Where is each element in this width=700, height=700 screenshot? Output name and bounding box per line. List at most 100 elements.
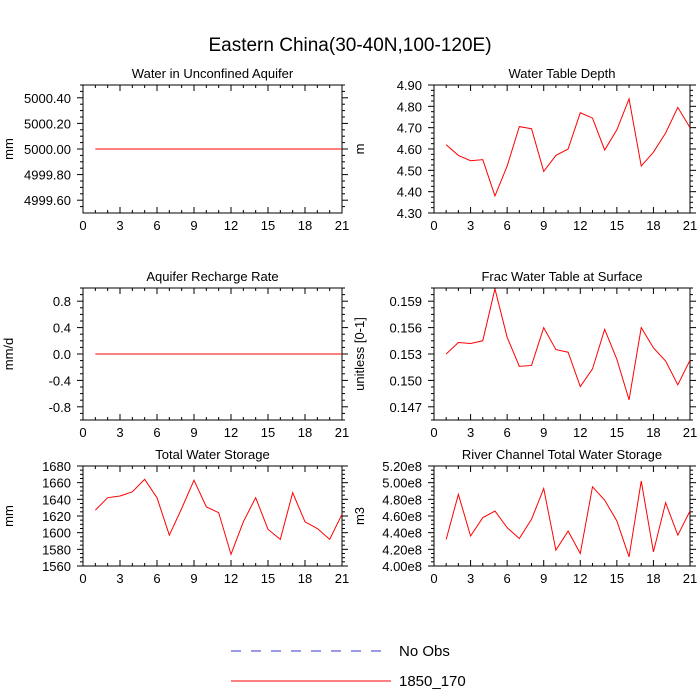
aquifer-water-ytick-label: 5000.00 — [24, 142, 71, 157]
aquifer-water-title: Water in Unconfined Aquifer — [132, 66, 294, 81]
river-channel-storage-series-1850-170 — [445, 480, 691, 557]
recharge-rate-ytick-label: -0.8 — [49, 400, 71, 415]
water-table-depth-xtick-label: 0 — [430, 218, 437, 233]
total-water-storage-xtick-label: 12 — [224, 571, 238, 586]
water-table-depth-series-1850-170 — [445, 97, 691, 198]
recharge-rate-ytick-label: 0.8 — [53, 294, 71, 309]
water-table-depth-ytick-label: 4.40 — [397, 185, 422, 200]
total-water-storage-xtick-label: 15 — [261, 571, 275, 586]
aquifer-water-ylabel: mm — [1, 138, 16, 160]
river-channel-storage-xtick-label: 18 — [646, 571, 660, 586]
total-water-storage-series-1850-170 — [94, 478, 343, 556]
water-table-depth-xtick-label: 12 — [573, 218, 587, 233]
frac-water-table-xtick-label: 18 — [646, 425, 660, 440]
total-water-storage-xtick-label: 3 — [116, 571, 123, 586]
panels: Water in Unconfined Aquifer mm 0 3 6 9 12 15 18 2… — [1, 66, 697, 586]
water-table-depth-ylabel: m — [352, 144, 367, 155]
aquifer-water-xtick-label: 3 — [116, 218, 123, 233]
river-channel-storage-xtick-label: 21 — [683, 571, 697, 586]
panel-aquifer-water: Water in Unconfined Aquifer mm 0 3 6 9 12 15 18 2… — [1, 66, 349, 233]
river-channel-storage-ytick-label: 4.20e8 — [382, 542, 422, 557]
recharge-rate-ytick-label: 0.4 — [53, 321, 71, 336]
legend-1850-170-label: 1850_170 — [399, 673, 466, 690]
figure-title: Eastern China(30-40N,100-120E) — [208, 35, 491, 56]
river-channel-storage-xtick-label: 15 — [610, 571, 624, 586]
recharge-rate-xtick-label: 6 — [153, 425, 160, 440]
frac-water-table-xtick-label: 6 — [504, 425, 511, 440]
recharge-rate-xtick-label: 9 — [190, 425, 197, 440]
aquifer-water-xtick-label: 9 — [190, 218, 197, 233]
water-table-depth-title: Water Table Depth — [509, 66, 616, 81]
water-table-depth-xtick-label: 3 — [467, 218, 474, 233]
water-table-depth-ytick-label: 4.50 — [397, 163, 422, 178]
total-water-storage-xtick-label: 6 — [153, 571, 160, 586]
aquifer-water-ytick-label: 5000.40 — [24, 91, 71, 106]
aquifer-water-xtick-label: 12 — [224, 218, 238, 233]
water-table-depth-xtick-label: 18 — [646, 218, 660, 233]
frac-water-table-xtick-label: 12 — [573, 425, 587, 440]
panel-frac-water-table: Frac Water Table at Surface unitless [0-1… — [352, 269, 697, 440]
frac-water-table-xtick-label: 15 — [610, 425, 624, 440]
river-channel-storage-ytick-label: 4.40e8 — [382, 526, 422, 541]
water-table-depth-ytick-label: 4.60 — [397, 142, 422, 157]
frac-water-table-ytick-label: 0.153 — [389, 347, 422, 362]
frac-water-table-frame — [433, 287, 691, 421]
water-table-depth-ytick-label: 4.30 — [397, 206, 422, 221]
water-table-depth-xtick-label: 9 — [540, 218, 547, 233]
aquifer-water-xtick-label: 0 — [79, 218, 86, 233]
river-channel-storage-ytick-label: 4.80e8 — [382, 492, 422, 507]
river-channel-storage-ytick-label: 5.20e8 — [382, 459, 422, 474]
total-water-storage-ytick-label: 1620 — [42, 509, 71, 524]
total-water-storage-xtick-label: 0 — [79, 571, 86, 586]
recharge-rate-xtick-label: 0 — [79, 425, 86, 440]
total-water-storage-ytick-label: 1600 — [42, 526, 71, 541]
water-table-depth-ytick-label: 4.90 — [397, 78, 422, 93]
recharge-rate-ytick-label: 0.0 — [53, 347, 71, 362]
river-channel-storage-xtick-label: 0 — [430, 571, 437, 586]
recharge-rate-xtick-label: 21 — [335, 425, 349, 440]
recharge-rate-ytick-label: -0.4 — [49, 373, 71, 388]
total-water-storage-ytick-label: 1640 — [42, 492, 71, 507]
frac-water-table-xtick-label: 0 — [430, 425, 437, 440]
water-table-depth-frame — [433, 84, 691, 214]
total-water-storage-ytick-label: 1580 — [42, 542, 71, 557]
recharge-rate-xtick-label: 18 — [298, 425, 312, 440]
frac-water-table-title: Frac Water Table at Surface — [481, 269, 642, 284]
aquifer-water-xtick-label: 18 — [298, 218, 312, 233]
river-channel-storage-xtick-label: 6 — [504, 571, 511, 586]
total-water-storage-frame — [82, 465, 343, 567]
frac-water-table-xtick-label: 21 — [683, 425, 697, 440]
legend-no-obs-label: No Obs — [399, 643, 450, 660]
total-water-storage-ytick-label: 1660 — [42, 476, 71, 491]
river-channel-storage-title: River Channel Total Water Storage — [462, 447, 662, 462]
total-water-storage-title: Total Water Storage — [155, 447, 269, 462]
river-channel-storage-ytick-label: 5.00e8 — [382, 476, 422, 491]
river-channel-storage-xtick-label: 9 — [540, 571, 547, 586]
water-table-depth-ytick-label: 4.80 — [397, 99, 422, 114]
frac-water-table-ytick-label: 0.147 — [389, 400, 422, 415]
river-channel-storage-xtick-label: 12 — [573, 571, 587, 586]
frac-water-table-xtick-label: 9 — [540, 425, 547, 440]
river-channel-storage-frame — [433, 465, 691, 567]
aquifer-water-xtick-label: 15 — [261, 218, 275, 233]
total-water-storage-xtick-label: 18 — [298, 571, 312, 586]
frac-water-table-xtick-label: 3 — [467, 425, 474, 440]
panel-water-table-depth: Water Table Depth m 0 3 6 9 12 15 18 21 4.30 4.40 4.… — [352, 66, 697, 233]
total-water-storage-ytick-label: 1560 — [42, 559, 71, 574]
frac-water-table-ytick-label: 0.156 — [389, 321, 422, 336]
total-water-storage-ylabel: mm — [1, 505, 16, 527]
recharge-rate-xtick-label: 3 — [116, 425, 123, 440]
total-water-storage-ytick-label: 1680 — [42, 459, 71, 474]
aquifer-water-ytick-label: 5000.20 — [24, 116, 71, 131]
recharge-rate-title: Aquifer Recharge Rate — [146, 269, 278, 284]
total-water-storage-xtick-label: 21 — [335, 571, 349, 586]
aquifer-water-ytick-label: 4999.60 — [24, 193, 71, 208]
river-channel-storage-xtick-label: 3 — [467, 571, 474, 586]
aquifer-water-ytick-label: 4999.80 — [24, 168, 71, 183]
water-table-depth-ytick-label: 4.70 — [397, 121, 422, 136]
recharge-rate-xtick-label: 15 — [261, 425, 275, 440]
frac-water-table-ytick-label: 0.159 — [389, 294, 422, 309]
frac-water-table-ytick-label: 0.150 — [389, 373, 422, 388]
panel-total-water-storage: Total Water Storage mm 0 3 6 9 12 15 18 21 1560 158… — [1, 447, 349, 586]
